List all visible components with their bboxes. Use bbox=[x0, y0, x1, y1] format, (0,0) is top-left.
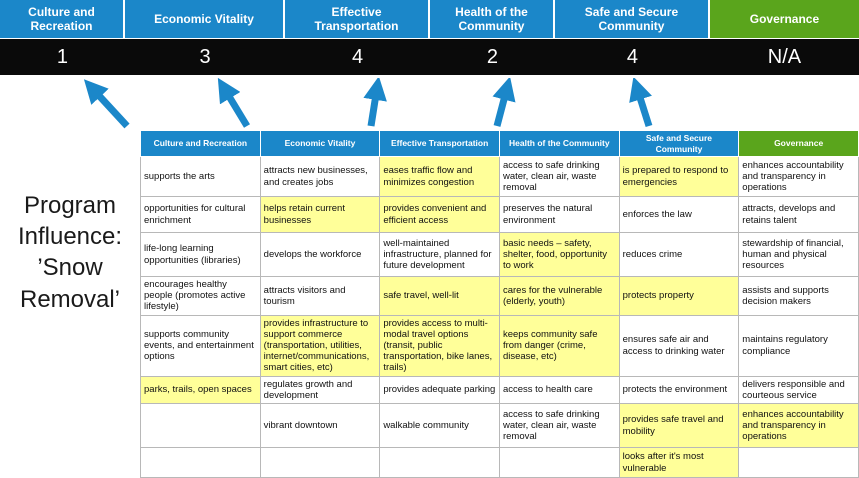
up-arrow-4 bbox=[492, 78, 516, 127]
score-value: 4 bbox=[626, 45, 639, 68]
matrix-cell: helps retain current businesses bbox=[259, 196, 381, 233]
scoreboard-column-label: Safe and Secure Community bbox=[584, 4, 679, 33]
matrix-cell: attracts new businesses, and creates job… bbox=[259, 156, 381, 197]
matrix-cell bbox=[140, 447, 261, 478]
scoreboard-header: Culture and Recreation Economic Vitality E… bbox=[0, 0, 859, 38]
matrix-cell: protects property bbox=[618, 276, 740, 316]
matrix-cell: attracts visitors and tourism bbox=[259, 276, 381, 316]
matrix-cell: preserves the natural environment bbox=[498, 196, 620, 233]
matrix-cell bbox=[259, 447, 381, 478]
score-value: 1 bbox=[56, 45, 69, 68]
matrix-cell: maintains regulatory compliance bbox=[738, 314, 859, 377]
up-arrow-5 bbox=[629, 78, 653, 128]
matrix-cell: access to safe drinking water, clean air… bbox=[498, 403, 620, 449]
matrix-cell: cares for the vulnerable (elderly, youth… bbox=[498, 276, 620, 316]
matrix-cell: opportunities for cultural enrichment bbox=[140, 196, 261, 233]
matrix-header-5: Governance bbox=[738, 130, 859, 157]
up-arrow-3 bbox=[363, 78, 387, 127]
matrix-cell: provides adequate parking bbox=[379, 375, 500, 405]
matrix-cell: attracts, develops and retains talent bbox=[738, 196, 859, 233]
matrix-cell: well-maintained infrastructure, planned … bbox=[379, 232, 500, 277]
scoreboard-column-label: Effective Transportation bbox=[314, 4, 399, 33]
matrix-cell: provides infrastructure to support comme… bbox=[259, 314, 381, 377]
matrix-cell bbox=[498, 447, 620, 478]
matrix-cell: ensures safe air and access to drinking … bbox=[618, 314, 740, 377]
matrix-cell: looks after it's most vulnerable bbox=[618, 447, 740, 478]
matrix-cell: regulates growth and development bbox=[259, 375, 381, 405]
matrix-cell: assists and supports decision makers bbox=[738, 276, 859, 316]
influence-matrix: Culture and Recreation Economic Vitality E… bbox=[140, 130, 859, 478]
matrix-head: Culture and Recreation Economic Vitality E… bbox=[140, 130, 859, 157]
score-value: 4 bbox=[351, 45, 364, 68]
matrix-header-2: Effective Transportation bbox=[379, 130, 500, 157]
matrix-cell: enhances accountability and transparency… bbox=[738, 403, 859, 449]
scoreboard-column-label: Economic Vitality bbox=[154, 11, 254, 26]
matrix-cell: provides safe travel and mobility bbox=[618, 403, 740, 449]
table-row: looks after it's most vulnerable bbox=[140, 447, 859, 478]
matrix-header-4: Safe and Secure Community bbox=[618, 130, 740, 157]
scoreboard-column-label: Health of the Community bbox=[455, 4, 528, 33]
matrix-cell: supports community events, and entertain… bbox=[140, 314, 261, 377]
matrix-cell: provides access to multi-modal travel op… bbox=[379, 314, 500, 377]
matrix-cell: access to safe drinking water, clean air… bbox=[498, 156, 620, 197]
table-row: supports community events, and entertain… bbox=[140, 314, 859, 377]
scoreboard-column-2: Effective Transportation bbox=[285, 0, 430, 38]
table-row: encourages healthy people (promotes acti… bbox=[140, 276, 859, 316]
score-value: 3 bbox=[199, 45, 211, 68]
matrix-cell: provides convenient and efficient access bbox=[379, 196, 500, 233]
matrix-cell: safe travel, well-lit bbox=[379, 276, 500, 316]
matrix-cell: enforces the law bbox=[618, 196, 740, 233]
matrix-cell: delivers responsible and courteous servi… bbox=[738, 375, 859, 405]
scoreboard-column-3: Health of the Community bbox=[430, 0, 555, 38]
matrix-cell: is prepared to respond to emergencies bbox=[618, 156, 740, 197]
matrix-header-3: Health of the Community bbox=[498, 130, 620, 157]
matrix-cell: basic needs – safety, shelter, food, opp… bbox=[498, 232, 620, 277]
up-arrow-2 bbox=[217, 78, 250, 128]
scoreboard-column-1: Economic Vitality bbox=[124, 0, 286, 38]
table-row: parks, trails, open spaces regulates grow… bbox=[140, 375, 859, 405]
matrix-cell: keeps community safe from danger (crime,… bbox=[498, 314, 620, 377]
matrix-cell: protects the environment bbox=[618, 375, 740, 405]
matrix-header-1: Economic Vitality bbox=[259, 130, 381, 157]
matrix-cell: walkable community bbox=[379, 403, 500, 449]
table-row: opportunities for cultural enrichment hel… bbox=[140, 196, 859, 233]
arrow-group bbox=[83, 78, 653, 129]
matrix-cell: encourages healthy people (promotes acti… bbox=[140, 276, 261, 316]
scoreboard-column-5: Governance bbox=[709, 0, 859, 38]
score-value: N/A bbox=[767, 45, 802, 68]
matrix-cell: eases traffic flow and minimizes congest… bbox=[379, 156, 500, 197]
table-row: life-long learning opportunities (librar… bbox=[140, 232, 859, 277]
table-row: supports the arts attracts new businesses… bbox=[140, 156, 859, 197]
program-title: Program Influence: ’Snow Removal’ bbox=[17, 192, 123, 313]
matrix-cell bbox=[738, 447, 859, 478]
matrix-header-0: Culture and Recreation bbox=[140, 130, 261, 157]
scoreboard-column-0: Culture and Recreation bbox=[0, 0, 125, 38]
scoreboard-column-4: Safe and Secure Community bbox=[554, 0, 710, 38]
matrix-cell: parks, trails, open spaces bbox=[140, 375, 261, 405]
matrix-cell: enhances accountability and transparency… bbox=[738, 156, 859, 197]
matrix-cell: stewardship of financial, human and phys… bbox=[738, 232, 859, 277]
matrix-body: supports the arts attracts new businesses… bbox=[140, 156, 859, 478]
matrix-cell: develops the workforce bbox=[259, 232, 381, 277]
scoreboard-scores: 1 3 4 2 4 N/A bbox=[0, 39, 859, 75]
matrix-cell bbox=[140, 403, 261, 449]
up-arrow-1 bbox=[83, 79, 130, 129]
scoreboard-column-label: Governance bbox=[749, 11, 820, 26]
table-row: vibrant downtown walkable community access… bbox=[140, 403, 859, 449]
scoreboard-column-label: Culture and Recreation bbox=[28, 4, 95, 33]
matrix-cell bbox=[379, 447, 500, 478]
matrix-cell: access to health care bbox=[498, 375, 620, 405]
score-value: 2 bbox=[486, 45, 499, 68]
matrix-cell: reduces crime bbox=[618, 232, 740, 277]
matrix-cell: supports the arts bbox=[140, 156, 261, 197]
matrix-cell: vibrant downtown bbox=[259, 403, 381, 449]
matrix-cell: life-long learning opportunities (librar… bbox=[140, 232, 261, 277]
